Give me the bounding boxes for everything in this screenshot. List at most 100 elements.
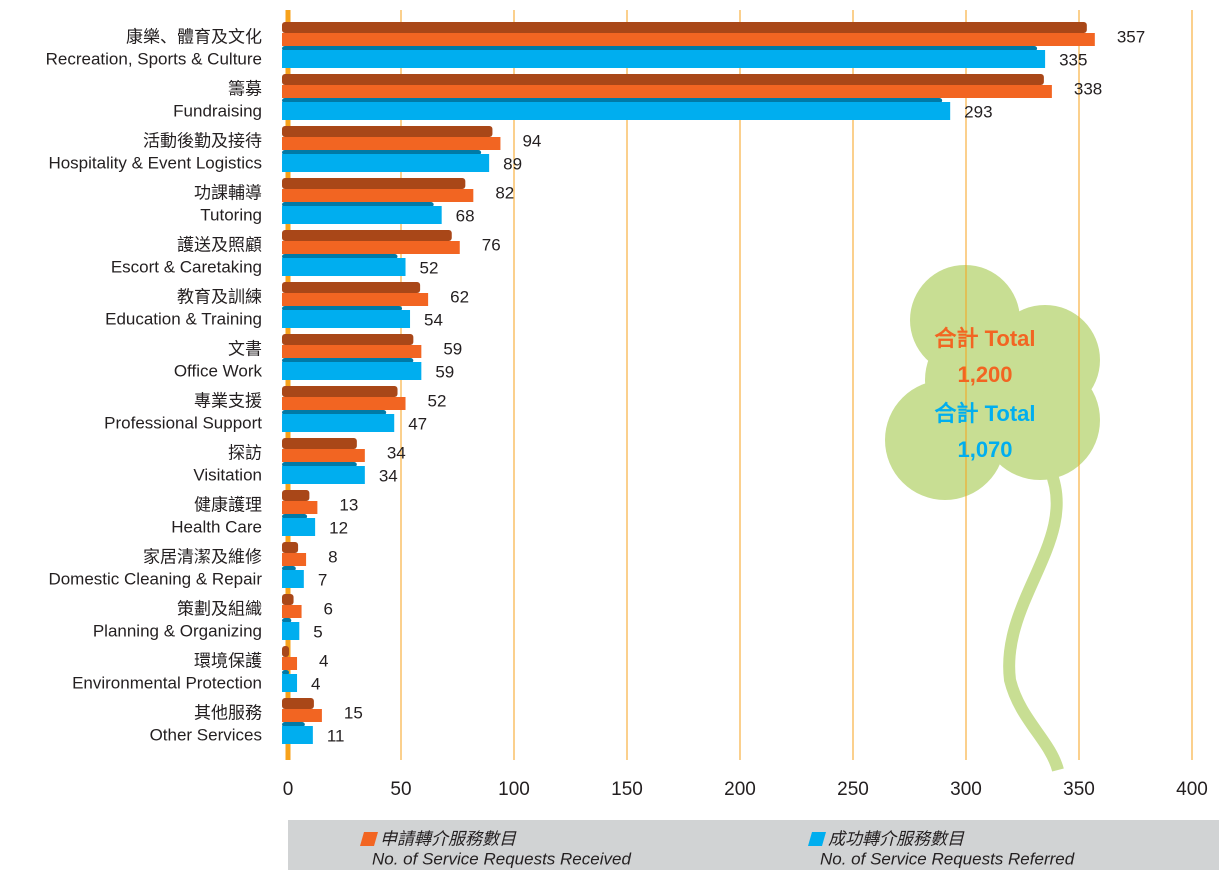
bar bbox=[282, 85, 1052, 98]
bar-shade bbox=[282, 542, 298, 553]
bar-shade bbox=[282, 178, 465, 189]
x-tick-label: 300 bbox=[950, 779, 982, 800]
bar bbox=[282, 258, 406, 276]
value-label: 34 bbox=[379, 466, 398, 485]
category-label: 探訪 bbox=[228, 443, 262, 462]
bar bbox=[282, 345, 421, 358]
category-label: 專業支援 bbox=[194, 391, 262, 410]
value-label: 59 bbox=[443, 339, 462, 358]
value-label: 11 bbox=[327, 726, 345, 745]
category-label: Education & Training bbox=[105, 309, 262, 328]
value-label: 62 bbox=[450, 287, 469, 306]
bar bbox=[282, 50, 1045, 68]
value-label: 76 bbox=[482, 235, 501, 254]
value-label: 82 bbox=[495, 183, 514, 202]
bar bbox=[282, 310, 410, 328]
x-tick-label: 0 bbox=[283, 779, 294, 800]
category-label: Health Care bbox=[171, 517, 262, 536]
x-tick-label: 250 bbox=[837, 779, 869, 800]
category-label: 文書 bbox=[228, 339, 262, 358]
category-label: Other Services bbox=[150, 725, 262, 744]
bar-shade bbox=[282, 386, 398, 397]
bar-shade bbox=[282, 334, 413, 345]
legend-label: No. of Service Requests Received bbox=[372, 849, 631, 868]
bar bbox=[282, 449, 365, 462]
annotation: 合計 Total bbox=[934, 401, 1035, 426]
bar-shade bbox=[282, 438, 357, 449]
value-label: 357 bbox=[1117, 27, 1145, 46]
value-label: 15 bbox=[344, 703, 363, 722]
value-label: 335 bbox=[1059, 50, 1087, 69]
annotation: 1,070 bbox=[957, 437, 1012, 462]
category-label: 其他服務 bbox=[194, 703, 262, 722]
category-label: Fundraising bbox=[173, 101, 262, 120]
annotation: 1,200 bbox=[957, 362, 1012, 387]
x-tick-label: 50 bbox=[390, 779, 411, 800]
x-tick-label: 200 bbox=[724, 779, 756, 800]
value-label: 52 bbox=[420, 258, 439, 277]
x-tick-label: 100 bbox=[498, 779, 530, 800]
value-label: 94 bbox=[522, 131, 541, 150]
legend-label: 成功轉介服務數目 bbox=[828, 829, 965, 848]
bar bbox=[282, 501, 317, 514]
category-label: 籌募 bbox=[228, 79, 262, 98]
value-label: 34 bbox=[387, 443, 406, 462]
bar bbox=[282, 414, 394, 432]
category-label: 策劃及組織 bbox=[177, 599, 262, 618]
category-label: Office Work bbox=[174, 361, 263, 380]
category-label: Visitation bbox=[193, 465, 262, 484]
bar-shade bbox=[282, 282, 420, 293]
value-label: 68 bbox=[456, 206, 475, 225]
bar bbox=[282, 241, 460, 254]
bar bbox=[282, 518, 315, 536]
bar bbox=[282, 726, 313, 744]
category-label: 教育及訓練 bbox=[177, 287, 262, 306]
category-label: Escort & Caretaking bbox=[111, 257, 262, 276]
bar bbox=[282, 709, 322, 722]
bar bbox=[282, 622, 299, 640]
legend-label: 申請轉介服務數目 bbox=[380, 829, 517, 848]
value-label: 47 bbox=[408, 414, 427, 433]
category-label: 活動後勤及接待 bbox=[143, 131, 262, 150]
category-label: 家居清潔及維修 bbox=[143, 547, 262, 566]
value-label: 4 bbox=[311, 674, 320, 693]
value-label: 293 bbox=[964, 102, 992, 121]
x-tick-label: 150 bbox=[611, 779, 643, 800]
bar-shade bbox=[282, 646, 289, 657]
bar bbox=[282, 553, 306, 566]
bar-shade bbox=[282, 490, 309, 501]
x-tick-label: 400 bbox=[1176, 779, 1208, 800]
category-label: Tutoring bbox=[200, 205, 262, 224]
annotation: 合計 Total bbox=[934, 326, 1035, 351]
bar-shade bbox=[282, 74, 1044, 85]
category-label: 健康護理 bbox=[194, 495, 262, 514]
bar-shade bbox=[282, 594, 294, 605]
bar bbox=[282, 154, 489, 172]
bar bbox=[282, 362, 421, 380]
category-label: Planning & Organizing bbox=[93, 621, 262, 640]
bar bbox=[282, 206, 442, 224]
value-label: 5 bbox=[313, 622, 322, 641]
bar bbox=[282, 293, 428, 306]
bar bbox=[282, 189, 473, 202]
category-label: Hospitality & Event Logistics bbox=[48, 153, 262, 172]
category-label: Recreation, Sports & Culture bbox=[46, 49, 262, 68]
category-label: Environmental Protection bbox=[72, 673, 262, 692]
category-label: 護送及照顧 bbox=[177, 235, 262, 254]
value-label: 13 bbox=[339, 495, 358, 514]
bar-shade bbox=[282, 22, 1087, 33]
bar bbox=[282, 657, 297, 670]
bar bbox=[282, 605, 302, 618]
value-label: 8 bbox=[328, 547, 337, 566]
value-label: 4 bbox=[319, 651, 328, 670]
category-label: 功課輔導 bbox=[194, 183, 262, 202]
category-label: 環境保護 bbox=[194, 651, 262, 670]
category-label: Professional Support bbox=[104, 413, 262, 432]
category-label: 康樂、體育及文化 bbox=[126, 27, 262, 46]
x-tick-label: 350 bbox=[1063, 779, 1095, 800]
bar-shade bbox=[282, 230, 452, 241]
legend-label: No. of Service Requests Referred bbox=[820, 849, 1075, 868]
value-label: 59 bbox=[435, 362, 454, 381]
value-label: 338 bbox=[1074, 79, 1102, 98]
bar bbox=[282, 137, 500, 150]
